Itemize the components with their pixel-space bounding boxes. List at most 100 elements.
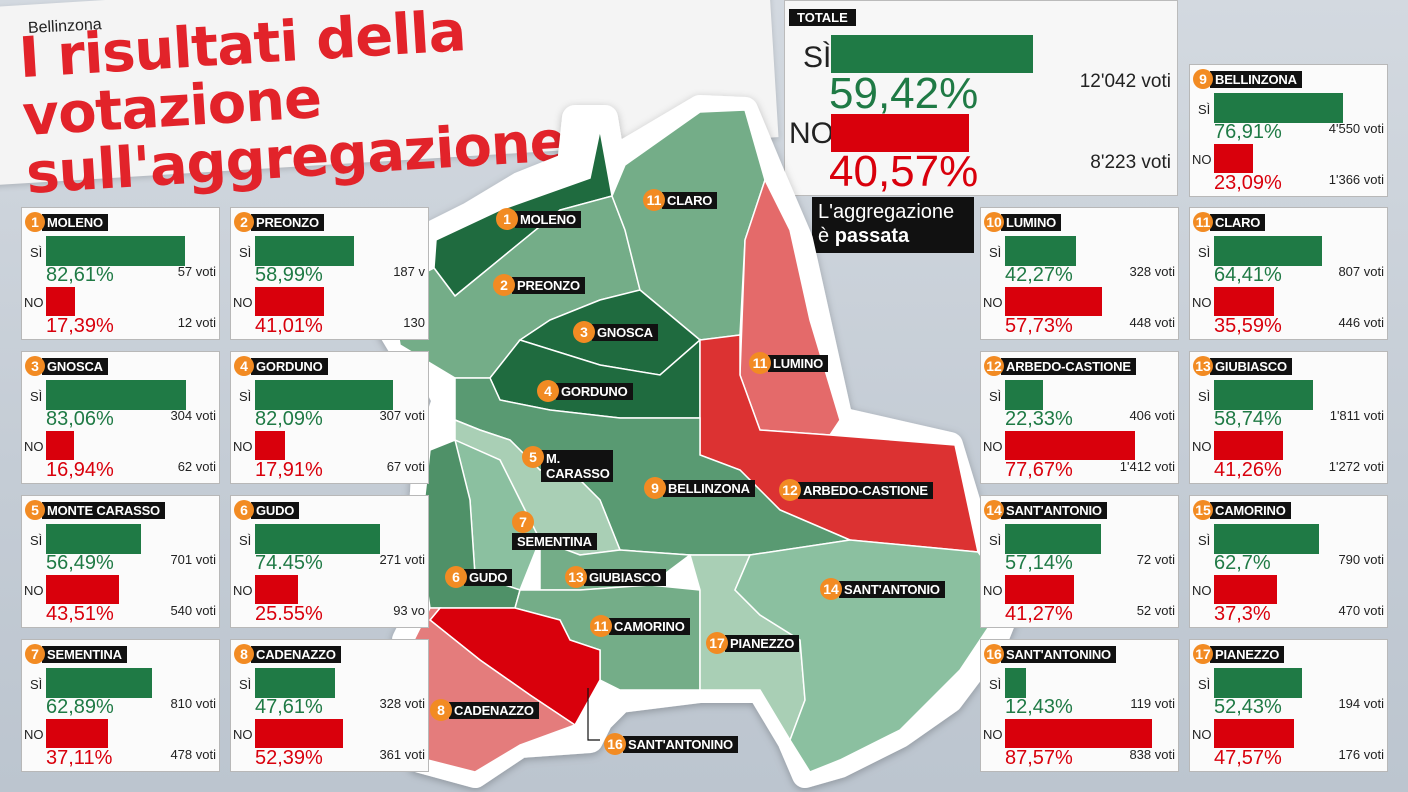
- no-percent: 37,3%: [1214, 603, 1271, 625]
- si-votes: 810 voti: [170, 696, 216, 711]
- map-label-text: PIANEZZO: [725, 634, 800, 652]
- si-bar: [1214, 668, 1303, 698]
- si-label: SÌ: [30, 677, 43, 692]
- map-badge: 14: [820, 578, 842, 600]
- result-card-claro: 11 CLARO SÌ 64,41% 807 voti NO 35,59% 446 voti: [1189, 207, 1388, 340]
- map-label-text: BELLINZONA: [663, 479, 755, 497]
- page-title: I risultati della votazione sull'aggrega…: [17, 0, 766, 207]
- no-percent: 37,11%: [46, 747, 113, 769]
- card-number-badge: 15: [1193, 500, 1213, 520]
- map-label-bellinzona: 9 BELLINZONA: [644, 477, 755, 499]
- card-municipality-name: LUMINO: [1001, 213, 1062, 231]
- si-percent: 74.45%: [255, 552, 323, 574]
- total-si-label: SÌ: [803, 41, 832, 74]
- si-percent: 58,99%: [255, 264, 323, 286]
- region-gorduno: [489, 338, 701, 419]
- map-label-preonzo: 2 PREONZO: [493, 274, 585, 296]
- map-label-gudo: 6 GUDO: [445, 566, 513, 588]
- map-badge: 11: [749, 352, 771, 374]
- si-bar: [1005, 380, 1043, 410]
- card-municipality-name: GIUBIASCO: [1210, 357, 1292, 375]
- no-label: NO: [983, 295, 1003, 310]
- map-label-gnosca: 3 GNOSCA: [573, 321, 658, 343]
- si-votes: 119 voti: [1130, 696, 1175, 711]
- no-percent: 17,91%: [255, 459, 323, 481]
- region-sant-antonio: [734, 539, 1001, 773]
- si-percent: 47,61%: [255, 696, 323, 718]
- card-number-badge: 6: [234, 500, 254, 520]
- no-label: NO: [233, 727, 253, 742]
- card-municipality-name: CLARO: [1210, 213, 1266, 231]
- card-municipality-name: GUDO: [251, 501, 300, 519]
- si-percent: 62,89%: [46, 696, 114, 718]
- si-bar: [46, 236, 185, 266]
- card-number-badge: 17: [1193, 644, 1213, 664]
- map-badge: 12: [779, 479, 801, 501]
- no-label: NO: [233, 439, 253, 454]
- map-badge: 8: [430, 699, 452, 721]
- region-arbedo-castione: [699, 334, 979, 553]
- region-cadenazzo: [411, 607, 577, 773]
- si-votes: 328 voti: [379, 696, 425, 711]
- no-percent: 87,57%: [1005, 747, 1073, 769]
- card-header: 9 BELLINZONA: [1193, 69, 1302, 89]
- map-label-text: GUDO: [464, 568, 513, 586]
- result-card-camorino: 15 CAMORINO SÌ 62,7% 790 voti NO 37,3% 470 voti: [1189, 495, 1388, 628]
- map-badge: 16: [604, 733, 626, 755]
- result-card-sementina: 7 SEMENTINA SÌ 62,89% 810 voti NO 37,11% 478 vo…: [21, 639, 220, 772]
- card-header: 1 MOLENO: [25, 212, 108, 232]
- no-votes: 478 voti: [170, 747, 216, 762]
- card-number-badge: 7: [25, 644, 45, 664]
- si-label: SÌ: [30, 533, 43, 548]
- no-label: NO: [233, 295, 253, 310]
- si-percent: 64,41%: [1214, 264, 1282, 286]
- card-header: 16 SANT'ANTONINO: [984, 644, 1116, 664]
- total-no-label: NO: [789, 117, 834, 150]
- result-card-gorduno: 4 GORDUNO SÌ 82,09% 307 voti NO 17,91% 67 voti: [230, 351, 429, 484]
- si-label: SÌ: [989, 533, 1002, 548]
- no-votes: 446 voti: [1338, 315, 1384, 330]
- si-label: SÌ: [1198, 245, 1211, 260]
- result-card-monte-carasso: 5 MONTE CARASSO SÌ 56,49% 701 voti NO 43,51% 54…: [21, 495, 220, 628]
- no-label: NO: [1192, 727, 1212, 742]
- si-bar: [255, 524, 381, 554]
- card-municipality-name: PIANEZZO: [1210, 645, 1285, 663]
- no-bar: [1214, 144, 1253, 173]
- si-bar: [255, 236, 355, 266]
- no-percent: 16,94%: [46, 459, 114, 481]
- no-percent: 41,27%: [1005, 603, 1073, 625]
- result-card-lumino: 10 LUMINO SÌ 42,27% 328 voti NO 57,73% 448 voti: [980, 207, 1179, 340]
- si-percent: 57,14%: [1005, 552, 1073, 574]
- card-number-badge: 14: [984, 500, 1004, 520]
- map-badge: 11: [590, 615, 612, 637]
- no-bar: [255, 431, 286, 460]
- si-bar: [1005, 236, 1076, 266]
- card-number-badge: 8: [234, 644, 254, 664]
- result-line-1: L'aggregazione: [818, 201, 955, 223]
- si-percent: 22,33%: [1005, 408, 1073, 430]
- si-bar: [46, 668, 152, 698]
- no-label: NO: [1192, 152, 1212, 167]
- card-municipality-name: GORDUNO: [251, 357, 328, 375]
- no-bar: [46, 287, 76, 316]
- card-municipality-name: SANT'ANTONIO: [1001, 501, 1107, 519]
- total-no-percent: 40,57%: [829, 147, 979, 196]
- map-label-text: CAMORINO: [609, 617, 690, 635]
- si-label: SÌ: [30, 245, 43, 260]
- map-badge: 2: [493, 274, 515, 296]
- no-bar: [1005, 287, 1102, 316]
- no-votes: 52 voti: [1136, 603, 1175, 618]
- no-votes: 12 voti: [177, 315, 216, 330]
- card-number-badge: 11: [1193, 212, 1213, 232]
- map-label-text: PREONZO: [512, 276, 585, 294]
- no-label: NO: [983, 727, 1003, 742]
- map-badge: 7: [512, 511, 534, 533]
- no-votes: 540 voti: [170, 603, 216, 618]
- card-header: 10 LUMINO: [984, 212, 1062, 232]
- no-label: NO: [1192, 295, 1212, 310]
- no-votes: 176 voti: [1338, 747, 1384, 762]
- si-percent: 82,09%: [255, 408, 323, 430]
- no-bar: [1005, 431, 1136, 460]
- total-no-votes: 8'223 voti: [1090, 152, 1171, 173]
- card-header: 8 CADENAZZO: [234, 644, 341, 664]
